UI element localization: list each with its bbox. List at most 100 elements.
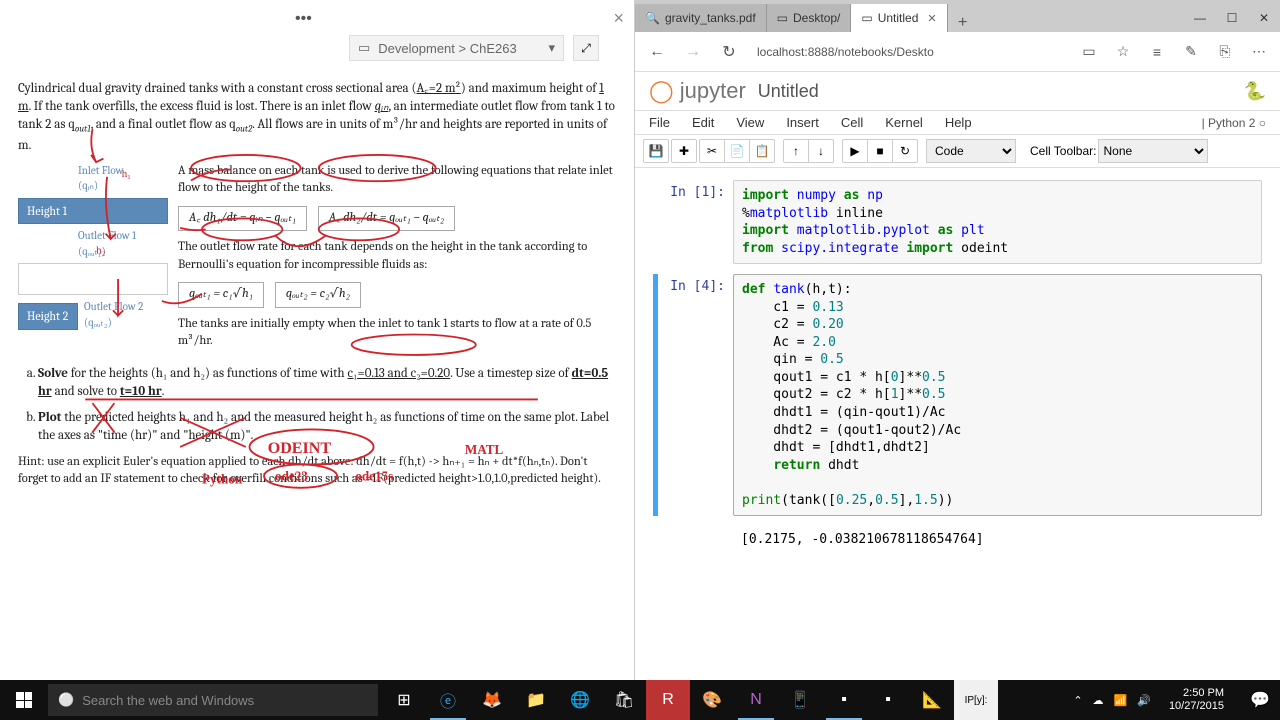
- start-button[interactable]: [0, 680, 48, 720]
- problem-b: Plot the predicted heights h₁ and h₂ and…: [38, 409, 616, 445]
- onenote-pane: ••• × ▭ Development > ChE263 ▾ ⤢ Cylindr…: [0, 0, 635, 680]
- hub-icon[interactable]: ≡: [1146, 44, 1168, 60]
- tab-untitled[interactable]: ▭Untitled✕: [851, 4, 947, 32]
- menu-insert[interactable]: Insert: [786, 115, 819, 130]
- tab-pdf[interactable]: 🔍gravity_tanks.pdf: [635, 4, 767, 32]
- code-cell-1[interactable]: In [1]: import numpy as np %matplotlib i…: [653, 180, 1262, 264]
- cell-toolbar-label: Cell Toolbar:: [1030, 144, 1096, 158]
- menu-help[interactable]: Help: [945, 115, 972, 130]
- onenote-icon[interactable]: N: [734, 680, 778, 720]
- prompt-in-1: In [1]:: [653, 180, 733, 264]
- reading-view-icon[interactable]: ▭: [1078, 43, 1100, 60]
- edge-icon[interactable]: ⓔ: [426, 680, 470, 720]
- hint-text: Hint: use an explicit Euler's equation a…: [18, 454, 616, 489]
- volume-icon[interactable]: 🔊: [1137, 694, 1151, 707]
- jupyter-logo[interactable]: ◯ jupyter: [649, 78, 746, 104]
- add-cell-button[interactable]: ✚: [671, 139, 697, 163]
- save-button[interactable]: 💾: [643, 139, 669, 163]
- search-input[interactable]: ⚪ Search the web and Windows: [48, 684, 378, 716]
- cut-button[interactable]: ✂: [699, 139, 725, 163]
- menu-edit[interactable]: Edit: [692, 115, 714, 130]
- cmd-icon[interactable]: ▪: [822, 680, 866, 720]
- cell-output: [0.2175, -0.038210678118654764]: [733, 526, 1262, 553]
- equation-4: qₒᵤₜ₂ = c₂√h₂: [275, 282, 361, 308]
- python-logo-icon: 🐍: [1244, 81, 1266, 102]
- jupyter-header: ◯ jupyter Untitled 🐍: [635, 72, 1280, 111]
- restart-button[interactable]: ↻: [892, 139, 918, 163]
- matlab-icon[interactable]: 📐: [910, 680, 954, 720]
- paste-button[interactable]: 📋: [749, 139, 775, 163]
- chrome-icon[interactable]: 🌐: [558, 680, 602, 720]
- onedrive-icon[interactable]: ☁: [1093, 694, 1104, 707]
- tank2-box: Height 2: [18, 303, 78, 330]
- taskbar: ⚪ Search the web and Windows ⊞ ⓔ 🦊 📁 🌐 🛍…: [0, 680, 1280, 720]
- breadcrumb-text: Development > ChE263: [378, 41, 516, 56]
- notifications-icon[interactable]: 💬: [1240, 680, 1280, 720]
- search-icon: ⚪: [58, 692, 74, 708]
- menu-file[interactable]: File: [649, 115, 670, 130]
- more-icon[interactable]: ⋯: [1248, 43, 1270, 60]
- close-window-button[interactable]: ✕: [1248, 4, 1280, 32]
- equation-1: A꜀ dh₁/dt = qᵢₙ − qₒᵤₜ₁: [178, 206, 307, 232]
- tab-desktop[interactable]: ▭Desktop/: [767, 4, 852, 32]
- jupyter-toolbar: 💾 ✚ ✂ 📄 📋 ↑ ↓ ▶ ■ ↻ Code Cell Toolbar: N…: [635, 135, 1280, 168]
- stop-button[interactable]: ■: [867, 139, 893, 163]
- cell-input-1[interactable]: import numpy as np %matplotlib inline im…: [733, 180, 1262, 264]
- copy-button[interactable]: 📄: [724, 139, 750, 163]
- notebook-title[interactable]: Untitled: [758, 81, 819, 102]
- jupyter-menubar: File Edit View Insert Cell Kernel Help |…: [635, 111, 1280, 135]
- close-icon[interactable]: ×: [613, 8, 624, 29]
- run-button[interactable]: ▶: [842, 139, 868, 163]
- task-icons: ⊞ ⓔ 🦊 📁 🌐 🛍 R 🎨 N 📱 ▪ ▪ 📐 IP[y]:: [382, 680, 998, 720]
- system-tray: ⌃ ☁ 📶 🔊 2:50 PM 10/27/2015: [1065, 687, 1240, 713]
- cell-type-select[interactable]: Code: [926, 139, 1016, 163]
- refresh-button[interactable]: ↻: [717, 42, 741, 62]
- expand-button[interactable]: ⤢: [573, 35, 599, 61]
- kernel-indicator: | Python 2 ○: [1202, 116, 1266, 130]
- forward-button[interactable]: →: [681, 43, 705, 61]
- move-up-button[interactable]: ↑: [783, 139, 809, 163]
- back-button[interactable]: ←: [645, 43, 669, 61]
- problem-list: Solve for the heights (h₁ and h₂) as fun…: [38, 365, 616, 446]
- cmd2-icon[interactable]: ▪: [866, 680, 910, 720]
- tank-diagram: Inlet Flow (qᵢₙ) Height 1 Outlet Flow 1 …: [18, 163, 168, 355]
- prompt-in-4: In [4]:: [653, 274, 733, 516]
- move-down-button[interactable]: ↓: [808, 139, 834, 163]
- task-view-icon[interactable]: ⊞: [382, 680, 426, 720]
- app-r-icon[interactable]: R: [646, 680, 690, 720]
- share-icon[interactable]: ⎘: [1214, 43, 1236, 60]
- notebook-area[interactable]: In [1]: import numpy as np %matplotlib i…: [635, 168, 1280, 680]
- code-cell-2[interactable]: In [4]: def tank(h,t): c1 = 0.13 c2 = 0.…: [653, 274, 1262, 516]
- new-tab-button[interactable]: +: [948, 14, 978, 32]
- equation-3: qₒᵤₜ₁ = c₁√h₁: [178, 282, 264, 308]
- firefox-icon[interactable]: 🦊: [470, 680, 514, 720]
- app-icon-2[interactable]: 🎨: [690, 680, 734, 720]
- ipython-icon[interactable]: IP[y]:: [954, 680, 998, 720]
- close-tab-icon[interactable]: ✕: [927, 12, 936, 25]
- url-bar[interactable]: localhost:8888/notebooks/Deskto: [753, 41, 1066, 63]
- browser-window: 🔍gravity_tanks.pdf ▭Desktop/ ▭Untitled✕ …: [635, 0, 1280, 680]
- menu-cell[interactable]: Cell: [841, 115, 863, 130]
- wifi-icon[interactable]: 📶: [1114, 694, 1128, 707]
- ipad-icon[interactable]: 📱: [778, 680, 822, 720]
- equations: A mass balance on each tank is used to d…: [168, 163, 616, 355]
- output-cell: [0.2175, -0.038210678118654764]: [653, 526, 1262, 553]
- store-icon[interactable]: 🛍: [602, 680, 646, 720]
- cell-input-2[interactable]: def tank(h,t): c1 = 0.13 c2 = 0.20 Ac = …: [733, 274, 1262, 516]
- clock[interactable]: 2:50 PM 10/27/2015: [1161, 687, 1232, 713]
- cell-toolbar-select[interactable]: None: [1098, 139, 1208, 163]
- breadcrumb[interactable]: ▭ Development > ChE263 ▾: [349, 35, 564, 61]
- explorer-icon[interactable]: 📁: [514, 680, 558, 720]
- prompt-out: [653, 526, 733, 553]
- menu-view[interactable]: View: [736, 115, 764, 130]
- favorite-icon[interactable]: ☆: [1112, 43, 1134, 60]
- tray-up-icon[interactable]: ⌃: [1073, 694, 1082, 707]
- problem-a: Solve for the heights (h₁ and h₂) as fun…: [38, 365, 616, 401]
- more-icon[interactable]: •••: [295, 10, 312, 28]
- maximize-button[interactable]: ☐: [1216, 4, 1248, 32]
- menu-kernel[interactable]: Kernel: [885, 115, 923, 130]
- browser-tabs: 🔍gravity_tanks.pdf ▭Desktop/ ▭Untitled✕ …: [635, 0, 1280, 32]
- tank1-box: Height 1: [18, 198, 168, 225]
- minimize-button[interactable]: —: [1184, 4, 1216, 32]
- webnote-icon[interactable]: ✎: [1180, 43, 1202, 60]
